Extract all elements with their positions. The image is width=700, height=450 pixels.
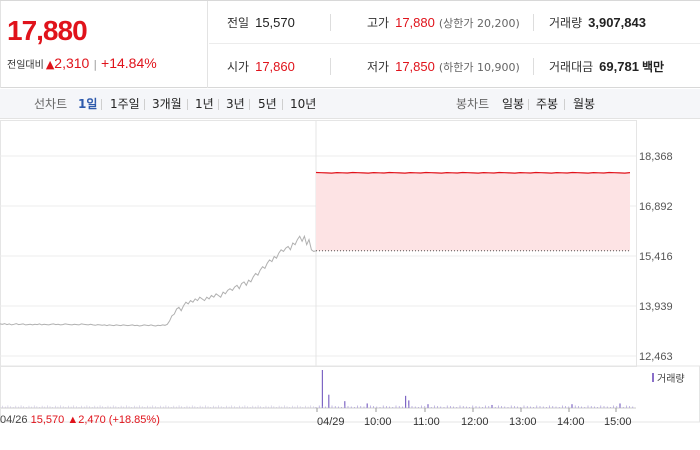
- divider: [218, 99, 219, 110]
- candle-daily[interactable]: 일봉: [502, 97, 525, 111]
- prev-day-close: 15,570: [30, 414, 65, 426]
- volume-legend-swatch: [652, 373, 654, 382]
- low-label: 저가: [367, 60, 390, 74]
- period-3months[interactable]: 3개월: [152, 97, 182, 111]
- period-5years[interactable]: 5년: [258, 97, 277, 111]
- up-triangle-icon: ▲: [67, 414, 79, 426]
- stock-summary-header: 17,880 전일대비 ▲2,310 | +14.84% 전일 15,570 고가 17,…: [0, 0, 700, 88]
- prev-day-price-line: [0, 234, 317, 327]
- prev-day-change: 2,470: [78, 414, 106, 426]
- prev-close-value: 15,570: [255, 15, 295, 30]
- x-tick-label: 15:00: [604, 416, 632, 428]
- divider: [564, 99, 565, 110]
- chart-toolbar: 선차트 1일 1주일 3개월 1년 3년 5년 10년 봉차트 일봉 주봉 월봉: [0, 89, 700, 119]
- divider: [282, 99, 283, 110]
- prev-day-change-pct: (+18.85%): [108, 414, 160, 426]
- open-value: 17,860: [255, 59, 295, 74]
- divider: [101, 99, 102, 110]
- divider: [330, 14, 331, 31]
- x-tick-label: 14:00: [557, 416, 585, 428]
- high-label: 고가: [367, 16, 390, 30]
- period-1week[interactable]: 1주일: [110, 97, 140, 111]
- change-percent: +14.84%: [101, 55, 157, 71]
- trade-value-value: 69,781: [599, 59, 639, 74]
- line-chart-label: 선차트: [34, 97, 68, 111]
- prev-close-label: 전일: [227, 16, 250, 30]
- period-3years[interactable]: 3년: [226, 97, 245, 111]
- x-tick-label: 11:00: [413, 416, 440, 428]
- candle-chart-label: 봉차트: [456, 97, 490, 111]
- y-tick-label: 16,892: [639, 201, 673, 213]
- low-cell: 저가 17,850 (하한가 10,900): [367, 45, 520, 88]
- lower-limit: (하한가 10,900): [438, 61, 520, 74]
- stats-row-1: 전일 15,570 고가 17,880 (상한가 20,200) 거래량 3,907,8…: [209, 1, 700, 44]
- trade-value-cell: 거래대금 69,781 백만: [549, 45, 664, 88]
- divider: [144, 99, 145, 110]
- prev-close-cell: 전일 15,570: [227, 1, 295, 44]
- divider: [533, 58, 534, 75]
- divider: [528, 99, 529, 110]
- today-price-line: [315, 171, 631, 174]
- prev-day-summary: 04/26 15,570 ▲2,470 (+18.85%): [0, 414, 160, 426]
- open-label: 시가: [227, 60, 250, 74]
- low-value: 17,850: [395, 59, 435, 74]
- change-amount: 2,310: [54, 55, 90, 71]
- price-chart[interactable]: 18,368 16,892 15,416 13,939 12,463 거래량 04/29 10…: [0, 120, 700, 450]
- x-tick-label: 12:00: [461, 416, 489, 428]
- volume-cell: 거래량 3,907,843: [549, 1, 646, 44]
- divider: [187, 99, 188, 110]
- divider: [249, 99, 250, 110]
- price-change: 전일대비 ▲2,310 | +14.84%: [7, 55, 157, 71]
- period-1day[interactable]: 1일: [78, 97, 98, 111]
- trade-value-label: 거래대금: [549, 60, 594, 74]
- divider: [533, 14, 534, 31]
- high-value: 17,880: [395, 15, 435, 30]
- y-tick-label: 18,368: [639, 151, 673, 163]
- prev-day-date: 04/26: [0, 414, 28, 426]
- up-triangle-icon: ▲: [45, 58, 55, 71]
- gain-area: [316, 172, 630, 251]
- upper-limit: (상한가 20,200): [438, 17, 520, 30]
- stats-row-2: 시가 17,860 저가 17,850 (하한가 10,900) 거래대금 69,781…: [209, 45, 700, 88]
- trade-value-unit: 백만: [641, 60, 665, 74]
- open-cell: 시가 17,860: [227, 45, 295, 88]
- volume-value: 3,907,843: [588, 15, 646, 30]
- price-chart-svg: 18,368 16,892 15,416 13,939 12,463 거래량 04/29 10…: [0, 120, 700, 428]
- stats-grid: 전일 15,570 고가 17,880 (상한가 20,200) 거래량 3,907,8…: [209, 1, 700, 88]
- change-label: 전일대비: [7, 60, 44, 71]
- y-tick-label: 13,939: [639, 301, 673, 313]
- candle-weekly[interactable]: 주봉: [536, 97, 559, 111]
- candle-monthly[interactable]: 월봉: [573, 97, 596, 111]
- volume-label: 거래량: [549, 16, 583, 30]
- divider: [330, 58, 331, 75]
- x-tick-label: 10:00: [364, 416, 392, 428]
- current-price-box: 17,880 전일대비 ▲2,310 | +14.84%: [0, 1, 208, 88]
- period-1year[interactable]: 1년: [195, 97, 214, 111]
- current-price: 17,880: [7, 15, 88, 46]
- x-tick-label: 04/29: [317, 416, 345, 428]
- period-10years[interactable]: 10년: [290, 97, 317, 111]
- x-tick-label: 13:00: [509, 416, 537, 428]
- y-tick-label: 15,416: [639, 251, 673, 263]
- high-cell: 고가 17,880 (상한가 20,200): [367, 1, 520, 44]
- change-separator: |: [93, 58, 98, 71]
- volume-legend-label: 거래량: [657, 373, 685, 385]
- y-tick-label: 12,463: [639, 351, 673, 363]
